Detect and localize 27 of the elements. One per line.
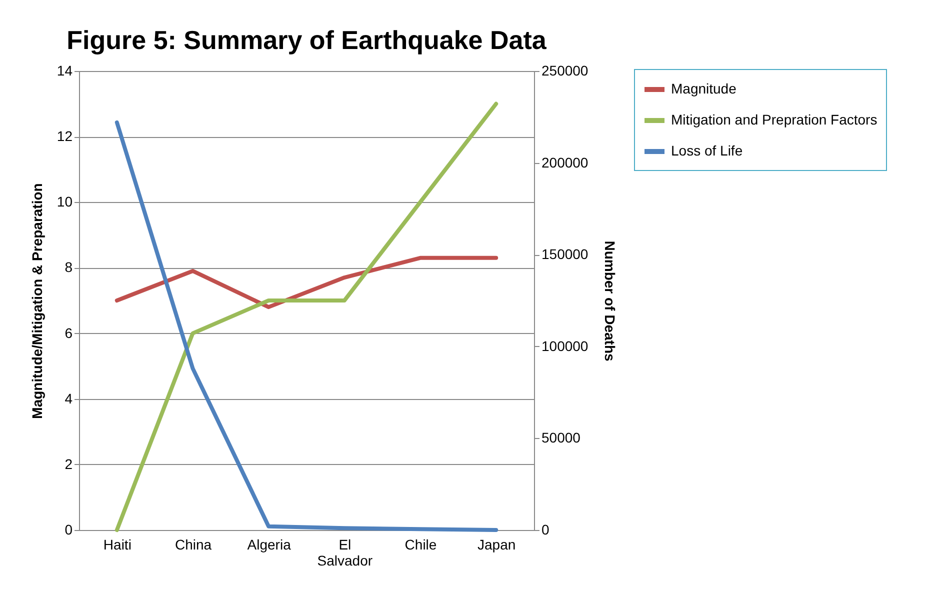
legend-label: Mitigation and Prepration Factors <box>671 112 878 128</box>
y-tick-label: 12 <box>56 128 73 144</box>
y2-tick-label: 150000 <box>542 246 588 262</box>
y2-tick-label: 50000 <box>542 430 581 446</box>
x-tick-label: Algeria <box>247 536 292 552</box>
y-tick-label: 2 <box>64 456 73 472</box>
x-tick-label: Japan <box>478 536 516 552</box>
y-tick-label: 4 <box>64 390 73 406</box>
legend-label: Loss of Life <box>671 142 743 158</box>
y2-tick-label: 250000 <box>542 62 588 78</box>
y2-axis-title: Number of Deaths <box>602 240 618 362</box>
y2-tick-label: 100000 <box>542 338 588 354</box>
y2-tick-label: 0 <box>542 522 550 538</box>
line-series <box>114 256 498 310</box>
legend-label: Magnitude <box>671 80 737 96</box>
y-tick-label: 6 <box>64 324 73 341</box>
x-tick-label: Chile <box>404 536 437 552</box>
x-tick-label: China <box>174 536 212 552</box>
y-axis-title: Magnitude/Mitigation & Preparation <box>28 183 45 419</box>
x-tick-label: El Salvador <box>317 536 373 568</box>
y-tick-label: 8 <box>64 259 73 276</box>
y2-tick-label: 200000 <box>542 154 588 170</box>
chart-title: Figure 5: Summary of Earthquake Data <box>66 25 547 55</box>
x-tick-label: Haiti <box>103 536 132 552</box>
y-tick-label: 14 <box>56 62 73 78</box>
y-tick-label: 10 <box>56 194 73 210</box>
y-tick-label: 0 <box>64 522 73 538</box>
